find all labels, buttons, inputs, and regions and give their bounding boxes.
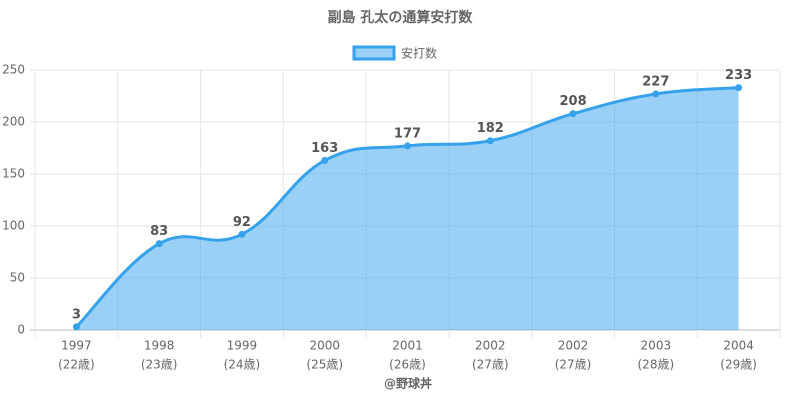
point bbox=[652, 90, 660, 98]
point bbox=[486, 137, 494, 145]
chart-title: 副島 孔太の通算安打数 bbox=[328, 9, 474, 26]
x-tick-sublabel: (24歳) bbox=[224, 358, 261, 372]
x-tick-label: 2003 bbox=[641, 339, 672, 353]
x-tick-label: 2004 bbox=[723, 339, 754, 353]
x-tick-label: 2002 bbox=[475, 339, 506, 353]
x-tick-sublabel: (25歳) bbox=[306, 358, 343, 372]
point bbox=[238, 230, 246, 238]
data-label: 83 bbox=[150, 224, 168, 239]
x-tick-sublabel: (28歳) bbox=[638, 358, 675, 372]
y-tick-label: 50 bbox=[10, 271, 25, 285]
x-tick-sublabel: (26歳) bbox=[389, 358, 426, 372]
x-axis-label: @野球丼 bbox=[384, 376, 432, 391]
data-label: 3 bbox=[72, 307, 81, 322]
data-label: 208 bbox=[559, 94, 586, 109]
legend-label: 安打数 bbox=[401, 46, 437, 61]
data-label: 182 bbox=[477, 121, 504, 136]
y-tick-label: 250 bbox=[2, 63, 25, 77]
point bbox=[404, 142, 411, 150]
data-label: 177 bbox=[394, 126, 421, 141]
line bbox=[75, 86, 739, 328]
x-tick-sublabel: (29歳) bbox=[720, 358, 757, 372]
area bbox=[76, 87, 739, 331]
y-tick-label: 200 bbox=[2, 115, 25, 129]
y-tick-label: 100 bbox=[2, 219, 25, 233]
x-tick-label: 1997 bbox=[61, 339, 92, 353]
x-tick-label: 2000 bbox=[309, 339, 340, 353]
data-label: 227 bbox=[642, 74, 669, 89]
y-tick-label: 150 bbox=[2, 167, 25, 181]
x-tick-label: 2002 bbox=[558, 339, 589, 353]
x-tick-sublabel: (27歳) bbox=[472, 358, 509, 372]
point bbox=[72, 323, 80, 331]
y-tick-label: 0 bbox=[17, 323, 25, 337]
point bbox=[321, 156, 329, 164]
legend-swatch bbox=[352, 45, 396, 61]
x-tick-label: 2001 bbox=[392, 339, 423, 353]
x-tick-sublabel: (27歳) bbox=[555, 358, 592, 372]
data-label: 233 bbox=[725, 68, 752, 83]
x-tick-label: 1999 bbox=[227, 339, 258, 353]
point bbox=[155, 240, 163, 248]
data-label: 92 bbox=[233, 215, 251, 230]
x-tick-label: 1998 bbox=[144, 339, 175, 353]
point bbox=[735, 84, 743, 92]
x-tick-sublabel: (23歳) bbox=[141, 358, 178, 372]
x-tick-sublabel: (22歳) bbox=[58, 358, 95, 372]
point bbox=[569, 110, 577, 118]
data-label: 163 bbox=[311, 141, 338, 156]
